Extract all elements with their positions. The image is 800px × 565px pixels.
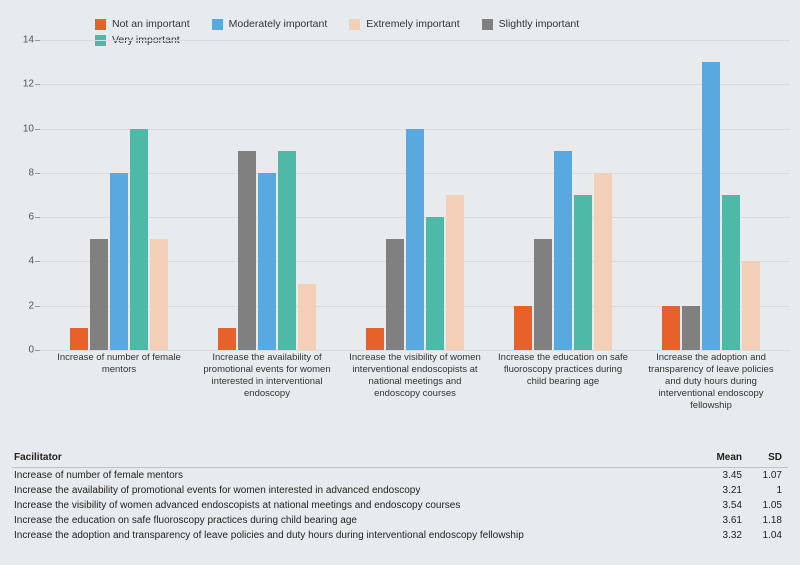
cell-facilitator: Increase of number of female mentors — [12, 470, 690, 481]
y-axis-label: 12 — [23, 79, 34, 90]
y-tick — [35, 40, 40, 41]
category-group — [346, 40, 484, 350]
header-facilitator: Facilitator — [12, 452, 690, 463]
cell-sd: 1.07 — [742, 470, 788, 481]
legend-swatch — [482, 19, 493, 30]
bar — [554, 151, 572, 350]
legend-swatch — [95, 19, 106, 30]
bar — [446, 195, 464, 350]
cell-sd: 1.04 — [742, 530, 788, 541]
cell-facilitator: Increase the visibility of women advance… — [12, 500, 690, 511]
bar — [514, 306, 532, 350]
y-tick — [35, 306, 40, 307]
category-group — [494, 40, 632, 350]
bar — [90, 239, 108, 350]
bar — [682, 306, 700, 350]
bar — [534, 239, 552, 350]
legend-label: Extremely important — [366, 18, 459, 30]
category-label: Increase the visibility of women interve… — [345, 352, 485, 400]
y-axis-label: 0 — [28, 345, 34, 356]
y-tick — [35, 129, 40, 130]
cell-facilitator: Increase the education on safe fluorosco… — [12, 515, 690, 526]
legend-label: Not an important — [112, 18, 190, 30]
category-group — [642, 40, 780, 350]
cell-sd: 1 — [742, 485, 788, 496]
bar — [386, 239, 404, 350]
y-tick — [35, 84, 40, 85]
bar — [594, 173, 612, 350]
bar — [278, 151, 296, 350]
y-tick — [35, 261, 40, 262]
cell-mean: 3.45 — [690, 470, 742, 481]
bar — [702, 62, 720, 350]
table-header: Facilitator Mean SD — [12, 450, 788, 468]
legend-swatch — [349, 19, 360, 30]
table-row: Increase the visibility of women advance… — [12, 498, 788, 513]
bar — [662, 306, 680, 350]
header-sd: SD — [742, 452, 788, 463]
cell-mean: 3.54 — [690, 500, 742, 511]
plot-region — [40, 40, 790, 350]
table-row: Increase the availability of promotional… — [12, 483, 788, 498]
header-mean: Mean — [690, 452, 742, 463]
bar — [218, 328, 236, 350]
cell-sd: 1.18 — [742, 515, 788, 526]
category-label: Increase the adoption and transparency o… — [641, 352, 781, 411]
y-axis-label: 4 — [28, 256, 34, 267]
legend-label: Slightly important — [499, 18, 580, 30]
bar — [742, 261, 760, 350]
table-row: Increase the adoption and transparency o… — [12, 528, 788, 543]
y-tick — [35, 173, 40, 174]
bar — [574, 195, 592, 350]
cell-facilitator: Increase the availability of promotional… — [12, 485, 690, 496]
legend-item: Slightly important — [482, 18, 580, 30]
cell-sd: 1.05 — [742, 500, 788, 511]
cell-facilitator: Increase the adoption and transparency o… — [12, 530, 690, 541]
legend-item: Extremely important — [349, 18, 459, 30]
bar — [366, 328, 384, 350]
chart-area: Not an important Moderately important Extr… — [40, 10, 790, 430]
y-axis-label: 10 — [23, 123, 34, 134]
bar — [130, 129, 148, 350]
category-group — [198, 40, 336, 350]
bar — [258, 173, 276, 350]
bar — [150, 239, 168, 350]
table-body: Increase of number of female mentors3.45… — [12, 468, 788, 543]
legend-item: Not an important — [95, 18, 190, 30]
gridline — [40, 350, 790, 351]
category-group — [50, 40, 188, 350]
y-axis-label: 14 — [23, 35, 34, 46]
legend-item: Moderately important — [212, 18, 328, 30]
category-label: Increase the education on safe fluorosco… — [493, 352, 633, 388]
y-tick — [35, 350, 40, 351]
y-axis-label: 6 — [28, 212, 34, 223]
legend-swatch — [212, 19, 223, 30]
cell-mean: 3.21 — [690, 485, 742, 496]
category-label: Increase of number of female mentors — [49, 352, 189, 376]
bar — [70, 328, 88, 350]
bar — [298, 284, 316, 350]
table-row: Increase the education on safe fluorosco… — [12, 513, 788, 528]
y-axis-label: 8 — [28, 167, 34, 178]
bar — [406, 129, 424, 350]
bar — [722, 195, 740, 350]
bar — [238, 151, 256, 350]
bar — [426, 217, 444, 350]
table-row: Increase of number of female mentors3.45… — [12, 468, 788, 483]
cell-mean: 3.32 — [690, 530, 742, 541]
cell-mean: 3.61 — [690, 515, 742, 526]
legend-label: Moderately important — [229, 18, 328, 30]
y-tick — [35, 217, 40, 218]
y-axis-label: 2 — [28, 300, 34, 311]
facilitator-table: Facilitator Mean SD Increase of number o… — [12, 450, 788, 543]
bar — [110, 173, 128, 350]
category-label: Increase the availability of promotional… — [197, 352, 337, 400]
